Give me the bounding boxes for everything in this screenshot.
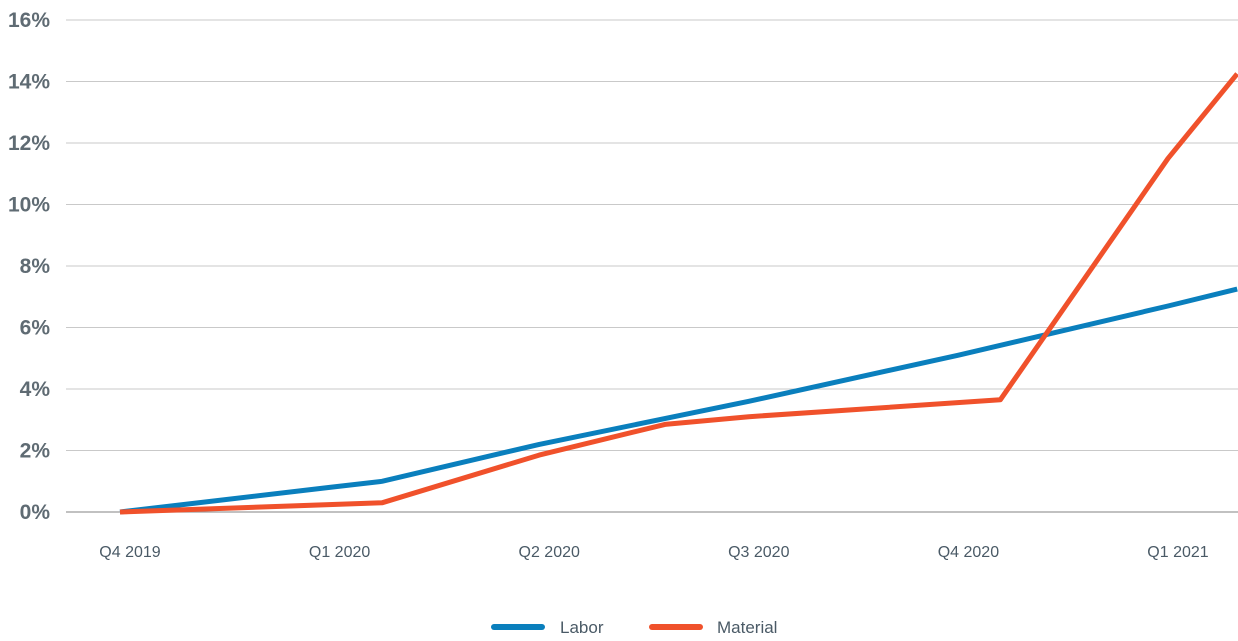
y-tick-label: 14% [8, 71, 50, 94]
x-tick-label: Q1 2021 [1147, 544, 1208, 561]
x-axis: Q4 2019 Q1 2020 Q2 2020 Q3 2020 Q4 2020 Q1 20… [99, 544, 1208, 561]
y-tick-label: 8% [20, 255, 51, 278]
legend: Labor Material [491, 618, 777, 637]
x-tick-label: Q1 2020 [309, 544, 370, 561]
x-tick-label: Q3 2020 [728, 544, 789, 561]
series-line-labor [119, 286, 1238, 515]
y-tick-label: 6% [20, 317, 51, 340]
y-tick-label: 2% [20, 440, 51, 463]
x-tick-label: Q4 2020 [938, 544, 999, 561]
y-tick-label: 12% [8, 132, 50, 155]
legend-label: Material [717, 618, 777, 637]
y-tick-label: 4% [20, 378, 51, 401]
legend-label: Labor [560, 618, 604, 637]
y-tick-label: 0% [20, 501, 51, 524]
series-lines [119, 72, 1238, 515]
x-tick-label: Q2 2020 [519, 544, 580, 561]
legend-item-labor: Labor [491, 618, 604, 637]
y-tick-label: 10% [8, 194, 50, 217]
x-tick-label: Q4 2019 [99, 544, 160, 561]
y-tick-label: 16% [8, 9, 50, 32]
legend-item-material: Material [649, 618, 777, 637]
y-axis: 0% 2% 4% 6% 8% 10% 12% 14% 16% [8, 9, 50, 524]
gridlines [66, 19, 1238, 513]
series-line-material [119, 72, 1238, 515]
